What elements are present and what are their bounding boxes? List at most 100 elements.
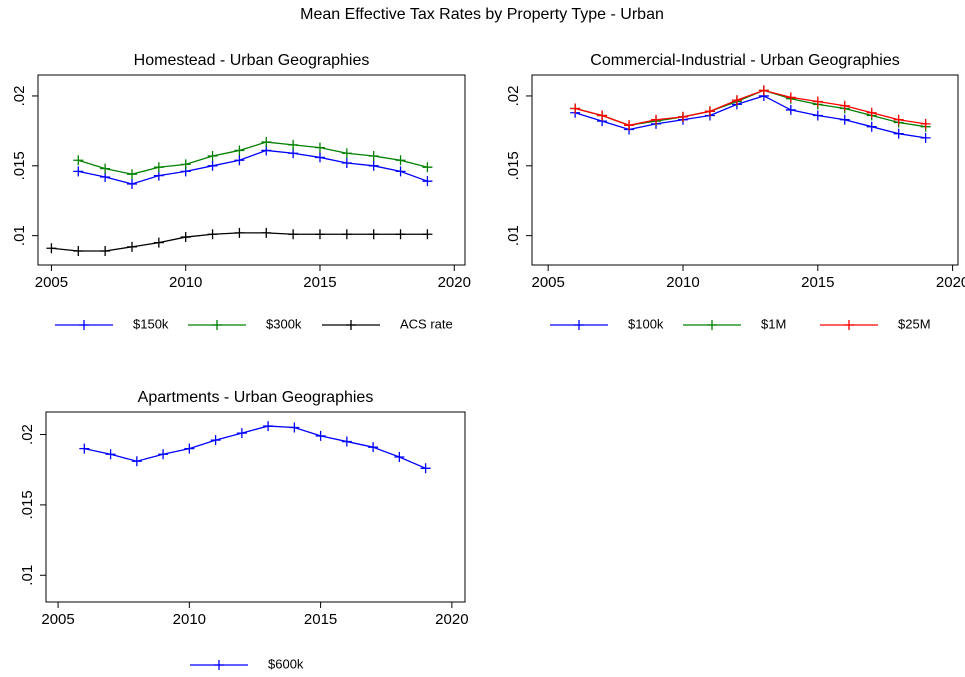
legend-marker: [707, 320, 717, 330]
legend-label: $600k: [268, 656, 304, 671]
legend-label: $25M: [898, 316, 931, 331]
point-marker: [234, 227, 245, 238]
point-marker: [158, 449, 169, 460]
point-marker: [597, 110, 608, 121]
x-tick-label: 2020: [438, 274, 471, 291]
point-marker: [785, 104, 796, 115]
point-marker: [100, 163, 111, 174]
point-marker: [131, 456, 142, 467]
y-tick-label: .01: [505, 225, 522, 246]
point-marker: [261, 145, 272, 156]
point-marker: [73, 155, 84, 166]
x-tick-label: 2020: [936, 274, 965, 291]
point-marker: [100, 171, 111, 182]
point-marker: [288, 229, 299, 240]
x-tick-label: 2020: [435, 611, 468, 628]
plot-area: [45, 411, 466, 603]
legend-marker: [214, 660, 224, 670]
plot-area: [531, 74, 959, 266]
series-line: [78, 141, 428, 175]
legend-label: $300k: [266, 316, 302, 331]
point-marker: [758, 85, 769, 96]
point-marker: [570, 103, 581, 114]
point-marker: [422, 229, 433, 240]
point-marker: [920, 118, 931, 129]
point-marker: [73, 246, 84, 257]
y-tick-label: .01: [11, 225, 28, 246]
y-tick-label: .02: [505, 86, 522, 107]
y-tick-label: .015: [11, 151, 28, 180]
y-tick-label: .01: [19, 565, 36, 586]
x-tick-label: 2010: [169, 274, 202, 291]
point-marker: [79, 443, 90, 454]
legend-marker: [346, 320, 356, 330]
point-marker: [394, 452, 405, 463]
point-marker: [677, 111, 688, 122]
point-marker: [210, 435, 221, 446]
x-tick-label: 2005: [531, 274, 564, 291]
x-tick-label: 2015: [801, 274, 834, 291]
x-tick-label: 2010: [173, 611, 206, 628]
point-marker: [341, 158, 352, 169]
point-marker: [263, 421, 274, 432]
legend-marker: [212, 320, 222, 330]
y-tick-label: .02: [11, 86, 28, 107]
series-line: [574, 95, 926, 139]
series-line: [84, 425, 426, 469]
point-marker: [153, 162, 164, 173]
point-marker: [184, 443, 195, 454]
point-marker: [651, 114, 662, 125]
point-marker: [234, 145, 245, 156]
point-marker: [73, 166, 84, 177]
point-marker: [839, 100, 850, 111]
point-marker: [341, 229, 352, 240]
point-marker: [420, 463, 431, 474]
legend-marker: [844, 320, 854, 330]
point-marker: [395, 166, 406, 177]
point-marker: [105, 449, 116, 460]
y-tick-label: .015: [505, 151, 522, 180]
page-title: Mean Effective Tax Rates by Property Typ…: [300, 6, 664, 23]
point-marker: [126, 241, 137, 252]
point-marker: [289, 422, 300, 433]
point-marker: [314, 152, 325, 163]
legend-label: ACS rate: [400, 316, 453, 331]
point-marker: [866, 121, 877, 132]
point-marker: [153, 170, 164, 181]
plot-area: [37, 74, 466, 266]
point-marker: [704, 106, 715, 117]
point-marker: [422, 176, 433, 187]
panel-title: Commercial-Industrial - Urban Geographie…: [590, 52, 899, 69]
point-marker: [315, 430, 326, 441]
panel-title: Apartments - Urban Geographies: [138, 389, 374, 406]
point-marker: [100, 246, 111, 257]
point-marker: [288, 148, 299, 159]
point-marker: [731, 95, 742, 106]
point-marker: [126, 169, 137, 180]
point-marker: [180, 159, 191, 170]
point-marker: [207, 229, 218, 240]
legend-marker: [574, 320, 584, 330]
point-marker: [920, 132, 931, 143]
series-line: [574, 89, 926, 126]
point-marker: [126, 178, 137, 189]
point-marker: [624, 120, 635, 131]
legend-label: $150k: [133, 316, 169, 331]
y-tick-label: .02: [19, 424, 36, 445]
x-tick-label: 2005: [35, 274, 68, 291]
point-marker: [893, 114, 904, 125]
x-tick-label: 2015: [303, 274, 336, 291]
point-marker: [866, 107, 877, 118]
point-marker: [839, 114, 850, 125]
point-marker: [207, 151, 218, 162]
point-marker: [812, 110, 823, 121]
point-marker: [368, 442, 379, 453]
point-marker: [812, 96, 823, 107]
point-marker: [234, 155, 245, 166]
x-tick-label: 2015: [304, 611, 337, 628]
x-tick-label: 2010: [666, 274, 699, 291]
legend-label: $100k: [628, 316, 664, 331]
legend-label: $1M: [761, 316, 786, 331]
point-marker: [314, 142, 325, 153]
